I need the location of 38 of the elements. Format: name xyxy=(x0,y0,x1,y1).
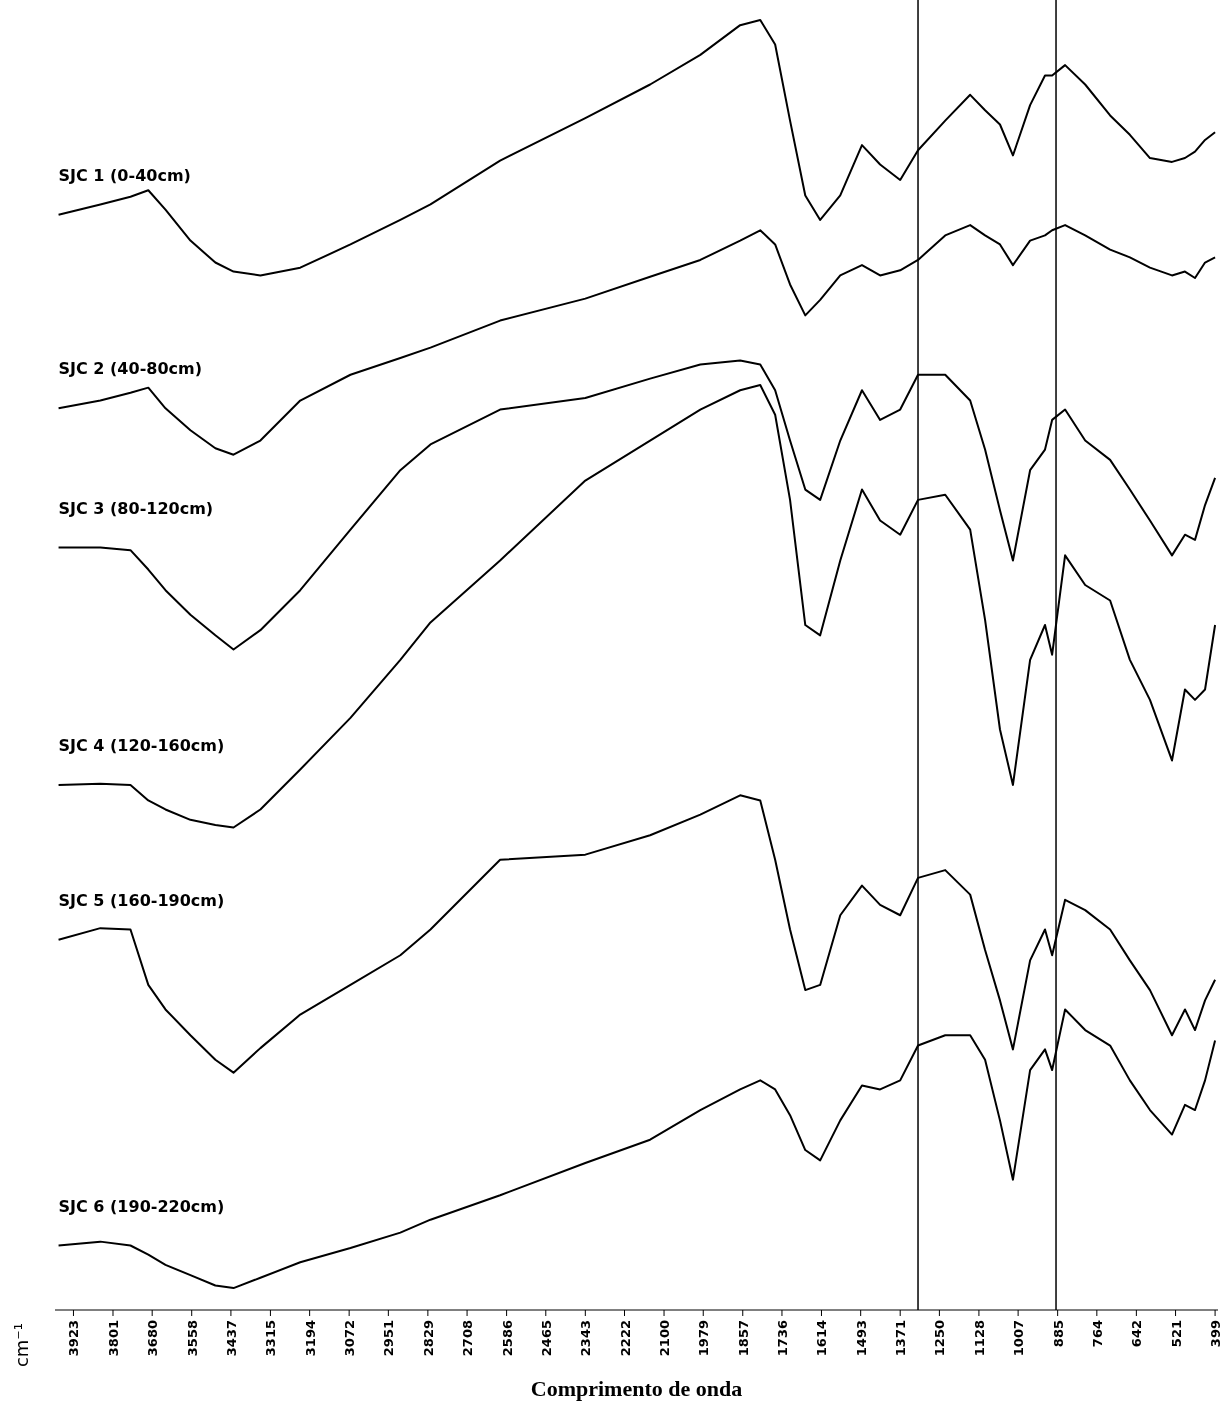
x-tick-label: 642 xyxy=(1129,1320,1145,1348)
x-tick-label: 2708 xyxy=(460,1320,476,1357)
x-tick-label: 3437 xyxy=(223,1320,239,1357)
x-tick-label: 3194 xyxy=(302,1320,318,1357)
x-tick-label: 1736 xyxy=(774,1320,790,1357)
x-tick-label: 1007 xyxy=(1011,1320,1027,1357)
x-tick-label: 2465 xyxy=(538,1320,554,1357)
x-tick-label: 3072 xyxy=(342,1320,358,1357)
x-tick-label: 2586 xyxy=(499,1320,515,1357)
x-tick-label: 1128 xyxy=(971,1320,987,1357)
x-tick-label: 521 xyxy=(1168,1320,1184,1348)
series-label: SJC 1 (0-40cm) xyxy=(58,165,191,185)
x-tick-label: 2829 xyxy=(420,1320,436,1357)
series-label: SJC 4 (120-160cm) xyxy=(58,735,225,755)
series-label: SJC 6 (190-220cm) xyxy=(58,1196,225,1216)
x-tick-label: 1979 xyxy=(696,1320,712,1357)
x-tick-label: 3315 xyxy=(263,1320,279,1357)
x-tick-label: 3923 xyxy=(66,1320,82,1357)
series-label: SJC 5 (160-190cm) xyxy=(58,890,225,910)
x-tick-label: 1250 xyxy=(932,1320,948,1357)
text: cm⁻¹ xyxy=(11,1322,32,1368)
x-tick-label: 399 xyxy=(1208,1320,1224,1348)
x-tick-label: 3680 xyxy=(145,1320,161,1357)
x-tick-label: 2951 xyxy=(381,1320,397,1357)
x-tick-label: 764 xyxy=(1089,1320,1105,1348)
x-axis-title: Comprimento de onda xyxy=(530,1376,743,1401)
x-tick-label: 1371 xyxy=(893,1320,909,1357)
x-tick-label: 1857 xyxy=(735,1320,751,1357)
series-label: SJC 2 (40-80cm) xyxy=(58,359,203,379)
x-tick-label: 1493 xyxy=(853,1320,869,1357)
x-tick-label: 2222 xyxy=(617,1320,633,1357)
x-tick-label: 2100 xyxy=(657,1320,673,1357)
x-tick-label: 3801 xyxy=(105,1320,121,1357)
x-tick-label: 1614 xyxy=(814,1320,830,1357)
x-tick-label: 885 xyxy=(1050,1320,1066,1348)
series-label: SJC 3 (80-120cm) xyxy=(58,498,214,518)
x-tick-label: 2343 xyxy=(578,1320,594,1357)
x-tick-label: 3558 xyxy=(184,1320,200,1357)
